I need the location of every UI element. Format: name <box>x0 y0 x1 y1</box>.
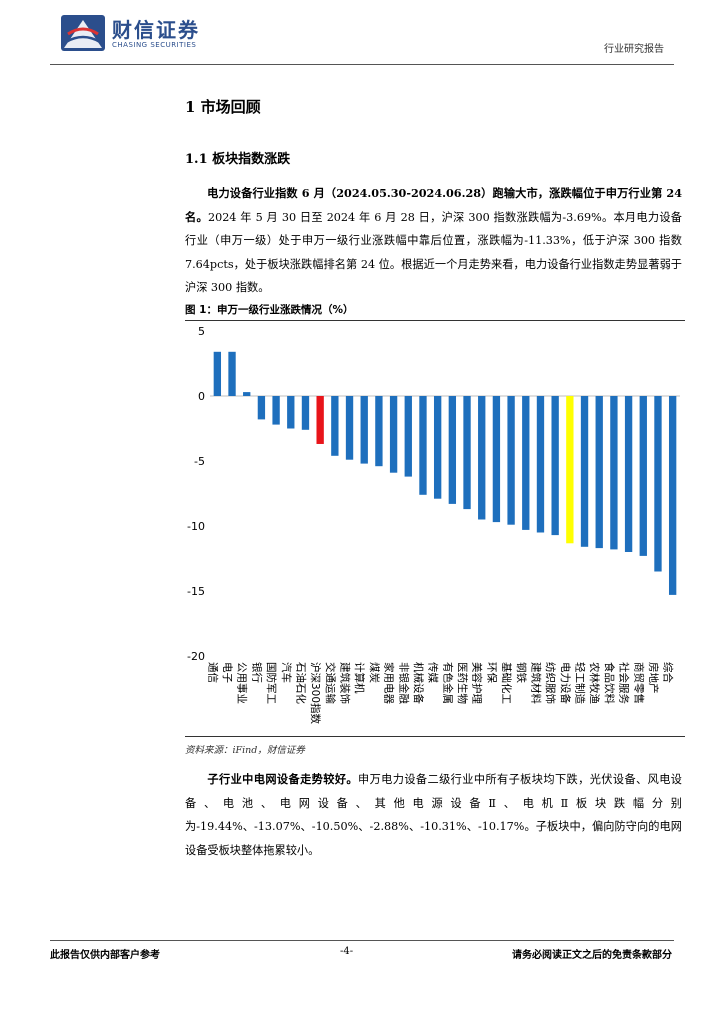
x-tick-label: 农林牧渔 <box>588 662 601 704</box>
bar-29 <box>639 396 647 556</box>
x-tick-label: 纺织服饰 <box>544 662 557 704</box>
section-heading: 1 市场回顾 <box>185 98 261 116</box>
report-type-label: 行业研究报告 <box>604 44 664 55</box>
figure-title: 图 1：申万一级行业涨跌情况（%） <box>185 304 354 316</box>
logo-english-name: CHASING SECURITIES <box>112 41 197 49</box>
bar-22 <box>536 396 545 533</box>
industry-performance-chart: 5 0 -5 -10 -15 -20 通信 电子 公用事业 银行 国防军工 汽车 石油石化 沪深300指数… <box>185 321 685 736</box>
x-tick-label: 美容护理 <box>471 662 484 704</box>
bar-11 <box>375 396 383 467</box>
bar-30 <box>654 396 662 572</box>
x-tick-label: 建筑装饰 <box>339 662 352 704</box>
header-divider <box>50 64 674 65</box>
x-tick-label: 轻工制造 <box>574 662 587 704</box>
paragraph-body: 申万电力设备二级行业中所有子板块均下跌，光伏设备、风电设备、电池、电网设备、其他… <box>185 773 682 857</box>
figure-top-rule <box>185 320 685 321</box>
footer-disclaimer-right: 请务必阅读正文之后的免责条款部分 <box>512 950 672 961</box>
x-tick-label: 银行 <box>250 662 263 683</box>
y-tick-label: -20 <box>187 650 205 663</box>
chasing-logo-icon <box>61 15 105 51</box>
y-tick-label: -10 <box>187 520 205 533</box>
logo-chinese-name: 财信证券 <box>112 18 200 42</box>
x-tick-label: 电力设备 <box>559 662 572 704</box>
x-tick-label: 非银金融 <box>397 662 410 704</box>
x-tick-label: 公用事业 <box>236 662 249 704</box>
x-tick-label: 建筑材料 <box>529 662 542 704</box>
x-tick-label: 国防军工 <box>265 662 278 704</box>
bar-12 <box>389 396 398 473</box>
x-tick-label: 电子 <box>221 662 234 683</box>
bar-27 <box>610 396 618 550</box>
page-header: 财信证券 CHASING SECURITIES 行业研究报告 <box>0 0 724 70</box>
y-tick-label: -5 <box>194 455 205 468</box>
bar-7 <box>316 396 324 444</box>
x-tick-label: 综合 <box>662 662 675 683</box>
bar-26 <box>595 396 603 549</box>
x-tick-label: 通信 <box>206 662 218 683</box>
x-tick-label: 沪深300指数 <box>309 662 322 725</box>
x-tick-label: 基础化工 <box>500 662 513 704</box>
bar-4 <box>272 396 280 425</box>
bar-2 <box>243 392 251 396</box>
bar-17 <box>463 396 471 510</box>
x-tick-label: 煤炭 <box>368 662 381 683</box>
figure-bottom-rule <box>185 736 685 737</box>
y-tick-label: 5 <box>198 325 205 338</box>
bar-13 <box>404 396 412 477</box>
x-tick-label: 社会服务 <box>618 662 631 704</box>
bar-24 <box>566 396 574 544</box>
x-tick-label: 钢铁 <box>515 662 528 683</box>
bar-31 <box>668 396 677 595</box>
bar-1 <box>228 351 236 396</box>
footer-disclaimer-left: 此报告仅供内部客户参考 <box>50 950 160 961</box>
bar-0 <box>213 351 222 396</box>
bar-23 <box>551 396 559 536</box>
figure-source: 资料来源：iFind，财信证券 <box>185 745 305 756</box>
bar-16 <box>448 396 457 504</box>
bar-18 <box>478 396 486 520</box>
x-tick-label: 医药生物 <box>456 662 469 704</box>
footer-divider <box>50 940 674 941</box>
x-tick-label: 房地产 <box>647 662 660 694</box>
bar-5 <box>287 396 295 429</box>
bar-25 <box>580 396 589 547</box>
bar-19 <box>492 396 501 523</box>
market-review-paragraph: 电力设备行业指数 6 月（2024.05.30-2024.06.28）跑输大市，… <box>185 182 682 300</box>
y-tick-label: -15 <box>187 585 205 598</box>
company-logo: 财信证券 CHASING SECURITIES <box>60 14 210 54</box>
x-tick-label: 商贸零售 <box>632 662 645 704</box>
bar-14 <box>419 396 427 495</box>
x-tick-label: 食品饮料 <box>603 662 616 704</box>
x-tick-label: 汽车 <box>280 662 293 683</box>
sub-industry-paragraph: 子行业中电网设备走势较好。申万电力设备二级行业中所有子板块均下跌，光伏设备、风电… <box>185 768 682 862</box>
x-tick-label: 计算机 <box>353 662 366 694</box>
bar-9 <box>345 396 354 460</box>
paragraph-body: 2024 年 5 月 30 日至 2024 年 6 月 28 日，沪深 300 … <box>185 210 682 295</box>
bar-20 <box>507 396 515 525</box>
y-tick-label: 0 <box>198 390 205 403</box>
bar-28 <box>624 396 633 552</box>
x-tick-label: 环保 <box>485 662 498 683</box>
paragraph-lead: 子行业中电网设备走势较好。 <box>207 772 358 786</box>
subsection-heading: 1.1 板块指数涨跌 <box>185 152 291 167</box>
x-tick-label: 石油石化 <box>294 662 307 704</box>
paragraph-lead: 电力设备行业指数 6 月（2024.05.30-2024.06.28）跑输大市，… <box>185 186 682 224</box>
x-tick-label: 家用电器 <box>383 662 396 704</box>
page-number: -4- <box>340 946 354 957</box>
x-tick-label: 机械设备 <box>412 662 425 704</box>
x-tick-label: 有色金属 <box>441 662 454 704</box>
x-tick-label: 交通运输 <box>324 662 337 704</box>
bar-10 <box>360 396 368 464</box>
bar-21 <box>522 396 530 530</box>
bar-8 <box>331 396 339 456</box>
bar-15 <box>433 396 442 499</box>
x-tick-label: 传媒 <box>427 662 440 683</box>
bar-3 <box>257 396 266 420</box>
bar-6 <box>301 396 310 430</box>
